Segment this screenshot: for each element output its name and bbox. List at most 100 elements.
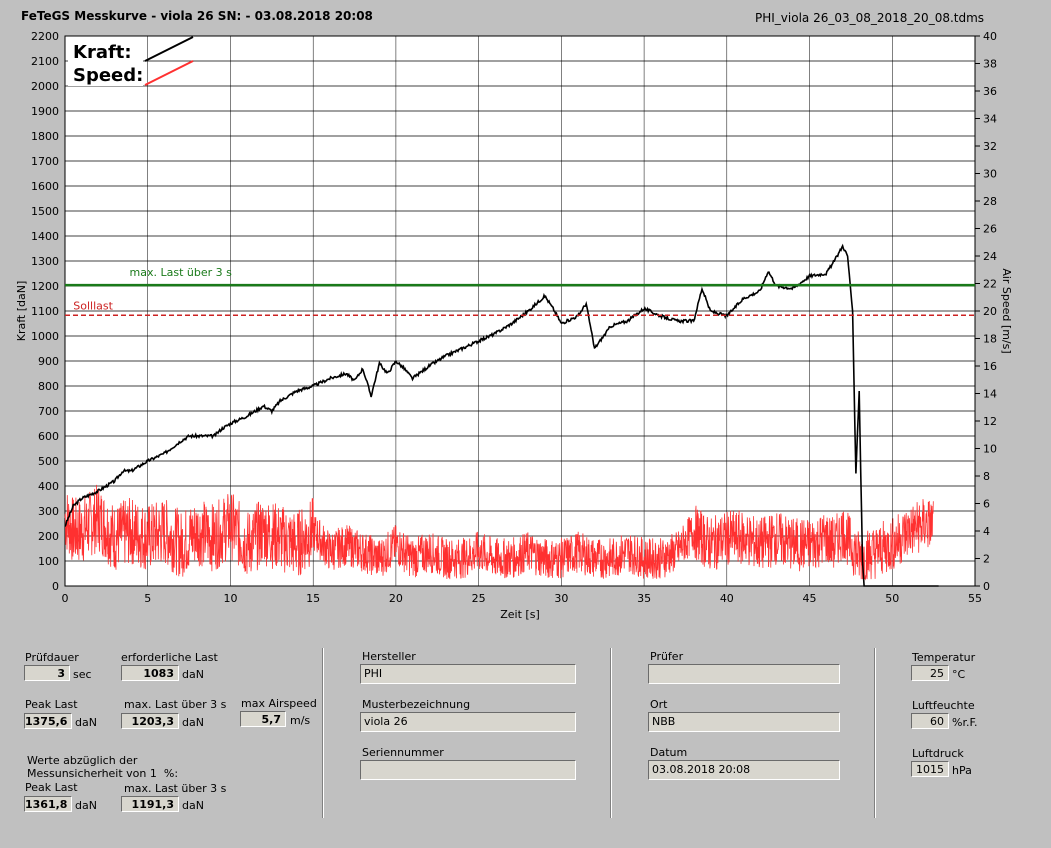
temperatur-unit: °C <box>952 668 966 681</box>
pruefdauer-label: Prüfdauer <box>25 651 79 664</box>
max-last-unit: daN <box>182 716 204 729</box>
y2-tick-label: 16 <box>983 360 997 373</box>
x-tick-label: 0 <box>62 592 69 605</box>
y-tick-label: 1600 <box>31 180 59 193</box>
y2-tick-label: 10 <box>983 443 997 456</box>
y2-tick-label: 2 <box>983 553 990 566</box>
y-tick-label: 1200 <box>31 280 59 293</box>
legend-speed-label: Speed: <box>73 65 143 86</box>
y-tick-label: 700 <box>38 405 59 418</box>
x-tick-label: 45 <box>803 592 817 605</box>
peak-last-value: 1375,6 <box>24 713 72 729</box>
temperatur-label: Temperatur <box>912 651 976 664</box>
max-last-label: max. Last über 3 s <box>124 698 227 711</box>
max-airspeed-value: 5,7 <box>240 711 286 727</box>
y2-tick-label: 34 <box>983 113 997 126</box>
y-tick-label: 2100 <box>31 55 59 68</box>
luftfeuchte-label: Luftfeuchte <box>912 699 975 712</box>
y-axis-label: Kraft [daN] <box>15 281 28 342</box>
y2-tick-label: 4 <box>983 525 990 538</box>
separator <box>874 648 876 818</box>
y-tick-label: 1300 <box>31 255 59 268</box>
pruefdauer-value: 3 <box>24 665 70 681</box>
max-last-abz-unit: daN <box>182 799 204 812</box>
x-tick-label: 40 <box>720 592 734 605</box>
legend-speed-swatch <box>144 60 194 86</box>
separator <box>322 648 324 818</box>
max-last-value: 1203,3 <box>121 713 179 729</box>
x-tick-label: 20 <box>389 592 403 605</box>
max-last-abz-value: 1191,3 <box>121 796 179 812</box>
erforderliche-last-unit: daN <box>182 668 204 681</box>
y2-tick-label: 26 <box>983 223 997 236</box>
peak-last-abz-unit: daN <box>75 799 97 812</box>
y2-tick-label: 30 <box>983 168 997 181</box>
file-name: PHI_viola 26_03_08_2018_20_08.tdms <box>755 11 985 25</box>
x-tick-label: 10 <box>223 592 237 605</box>
y-tick-label: 400 <box>38 480 59 493</box>
y-tick-label: 800 <box>38 380 59 393</box>
y-tick-label: 1900 <box>31 105 59 118</box>
y2-tick-label: 40 <box>983 30 997 43</box>
ort-field[interactable]: NBB <box>648 712 840 732</box>
y2-tick-label: 6 <box>983 498 990 511</box>
luftdruck-unit: hPa <box>952 764 972 777</box>
separator <box>610 648 612 818</box>
erforderliche-last-label: erforderliche Last <box>121 651 218 664</box>
y2-tick-label: 36 <box>983 85 997 98</box>
musterbezeichnung-field[interactable]: viola 26 <box>360 712 576 732</box>
y-tick-label: 1400 <box>31 230 59 243</box>
max-last-line-label: max. Last über 3 s <box>130 266 233 279</box>
speed-series-line <box>64 484 934 581</box>
y-tick-label: 1700 <box>31 155 59 168</box>
x-tick-label: 35 <box>637 592 651 605</box>
max-airspeed-label: max Airspeed <box>241 697 317 710</box>
y2-tick-label: 0 <box>983 580 990 593</box>
kraft-series-line <box>64 243 939 587</box>
luftdruck-label: Luftdruck <box>912 747 964 760</box>
seriennummer-label: Seriennummer <box>362 746 444 759</box>
y2-tick-label: 14 <box>983 388 997 401</box>
erforderliche-last-value: 1083 <box>121 665 179 681</box>
hersteller-field[interactable]: PHI <box>360 664 576 684</box>
ort-label: Ort <box>650 698 668 711</box>
y2-tick-label: 32 <box>983 140 997 153</box>
datum-field[interactable]: 03.08.2018 20:08 <box>648 760 840 780</box>
datum-label: Datum <box>650 746 688 759</box>
y2-axis-label: Air Speed [m/s] <box>1000 268 1013 353</box>
y2-tick-label: 38 <box>983 58 997 71</box>
y-tick-label: 1000 <box>31 330 59 343</box>
pruefer-field[interactable] <box>648 664 840 684</box>
hersteller-label: Hersteller <box>362 650 416 663</box>
y-tick-label: 500 <box>38 455 59 468</box>
y2-tick-label: 8 <box>983 470 990 483</box>
peak-last-abz-value: 1361,8 <box>24 796 72 812</box>
peak-last-abz-label: Peak Last <box>25 781 78 794</box>
y-tick-label: 300 <box>38 505 59 518</box>
max-airspeed-unit: m/s <box>290 714 311 727</box>
x-tick-label: 55 <box>968 592 982 605</box>
legend-kraft-label: Kraft: <box>73 42 132 63</box>
y-tick-label: 200 <box>38 530 59 543</box>
x-tick-label: 5 <box>144 592 151 605</box>
measurement-uncertainty-note: Werte abzüglich der Messunsicherheit von… <box>27 754 179 780</box>
y-tick-label: 600 <box>38 430 59 443</box>
y2-tick-label: 20 <box>983 305 997 318</box>
y2-tick-label: 28 <box>983 195 997 208</box>
y-tick-label: 100 <box>38 555 59 568</box>
y2-tick-label: 22 <box>983 278 997 291</box>
y-tick-label: 1800 <box>31 130 59 143</box>
y-tick-label: 1500 <box>31 205 59 218</box>
max-last-abz-label: max. Last über 3 s <box>124 782 227 795</box>
solllast-line-label: Solllast <box>73 299 113 312</box>
y2-tick-label: 18 <box>983 333 997 346</box>
x-tick-label: 25 <box>472 592 486 605</box>
seriennummer-field[interactable] <box>360 760 576 780</box>
chart-title: FeTeGS Messkurve - viola 26 SN: - 03.08.… <box>21 9 373 23</box>
y-tick-label: 1100 <box>31 305 59 318</box>
y-tick-label: 900 <box>38 355 59 368</box>
luftfeuchte-unit: %r.F. <box>952 716 978 729</box>
y2-tick-label: 24 <box>983 250 997 263</box>
peak-last-unit: daN <box>75 716 97 729</box>
pruefer-label: Prüfer <box>650 650 684 663</box>
